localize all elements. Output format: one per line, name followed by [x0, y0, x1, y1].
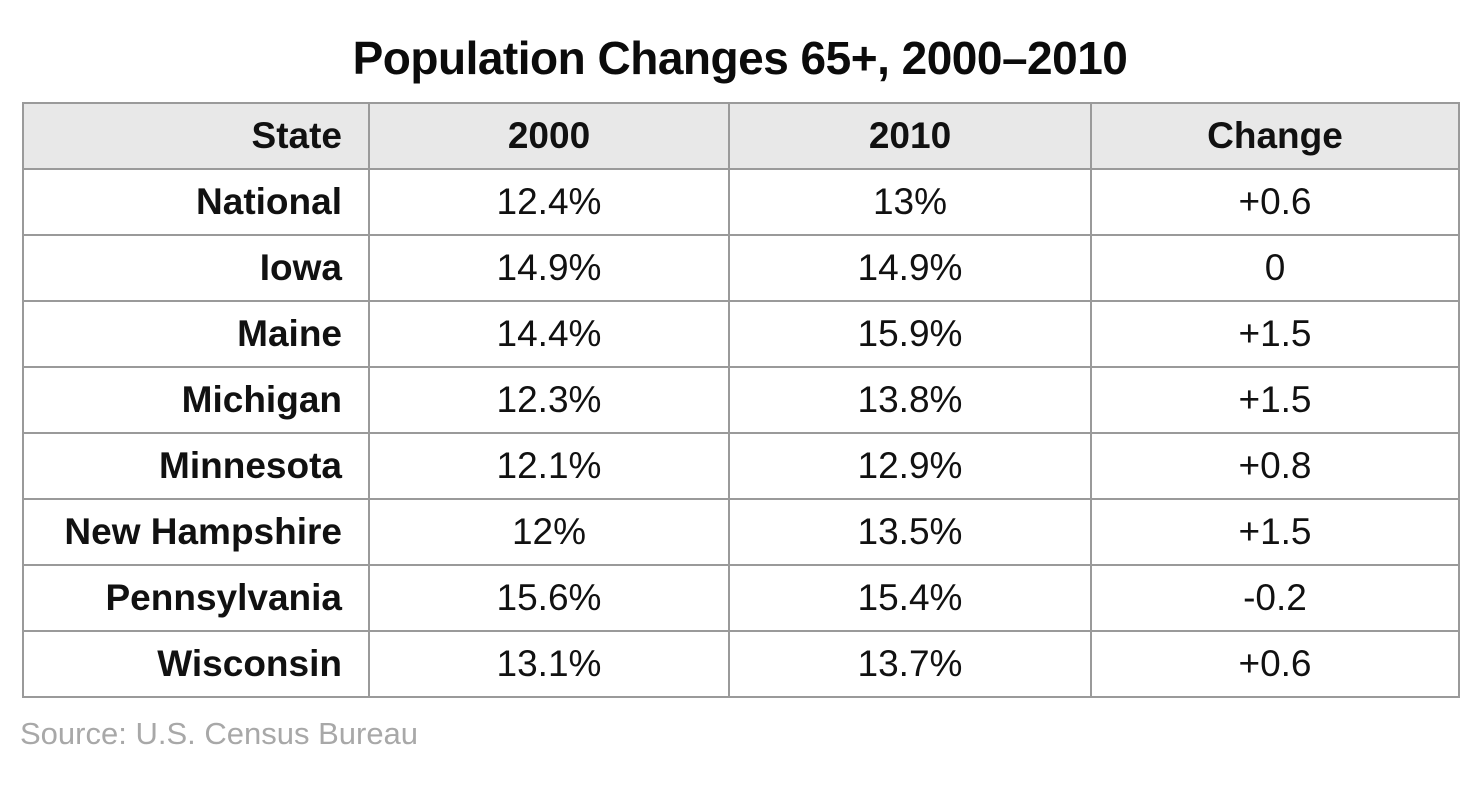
table-body: National 12.4% 13% +0.6 Iowa 14.9% 14.9% 0 Maine…	[22, 168, 1460, 698]
state-cell: Maine	[22, 300, 370, 368]
table-row: New Hampshire 12% 13.5% +1.5	[22, 498, 1460, 566]
value-cell: 14.4%	[368, 300, 730, 368]
value-cell: 12.4%	[368, 168, 730, 236]
table-row: Pennsylvania 15.6% 15.4% -0.2	[22, 564, 1460, 632]
column-header-change: Change	[1090, 102, 1460, 170]
value-cell: 13.5%	[728, 498, 1092, 566]
table-row: Wisconsin 13.1% 13.7% +0.6	[22, 630, 1460, 698]
source-note: Source: U.S. Census Bureau	[20, 716, 419, 751]
value-cell: +0.8	[1090, 432, 1460, 500]
value-cell: 15.4%	[728, 564, 1092, 632]
value-cell: 12.1%	[368, 432, 730, 500]
state-cell: National	[22, 168, 370, 236]
value-cell: 13%	[728, 168, 1092, 236]
chart-title: Population Changes 65+, 2000–2010	[352, 32, 1128, 84]
state-cell: Wisconsin	[22, 630, 370, 698]
table-header-row: State 2000 2010 Change	[22, 102, 1460, 170]
value-cell: 15.6%	[368, 564, 730, 632]
value-cell: 13.8%	[728, 366, 1092, 434]
column-header-2010: 2010	[728, 102, 1092, 170]
value-cell: 0	[1090, 234, 1460, 302]
value-cell: 13.1%	[368, 630, 730, 698]
value-cell: +0.6	[1090, 168, 1460, 236]
state-cell: New Hampshire	[22, 498, 370, 566]
value-cell: 15.9%	[728, 300, 1092, 368]
value-cell: +1.5	[1090, 366, 1460, 434]
value-cell: +1.5	[1090, 498, 1460, 566]
value-cell: 13.7%	[728, 630, 1092, 698]
value-cell: 14.9%	[728, 234, 1092, 302]
column-header-2000: 2000	[368, 102, 730, 170]
value-cell: 12%	[368, 498, 730, 566]
table-row: Minnesota 12.1% 12.9% +0.8	[22, 432, 1460, 500]
value-cell: 12.3%	[368, 366, 730, 434]
table-row: National 12.4% 13% +0.6	[22, 168, 1460, 236]
state-cell: Iowa	[22, 234, 370, 302]
table-row: Iowa 14.9% 14.9% 0	[22, 234, 1460, 302]
value-cell: 12.9%	[728, 432, 1092, 500]
value-cell: +1.5	[1090, 300, 1460, 368]
value-cell: -0.2	[1090, 564, 1460, 632]
state-cell: Pennsylvania	[22, 564, 370, 632]
column-header-state: State	[22, 102, 370, 170]
table-row: Maine 14.4% 15.9% +1.5	[22, 300, 1460, 368]
population-table: State 2000 2010 Change National 12.4% 13% +0.6…	[22, 102, 1460, 698]
value-cell: +0.6	[1090, 630, 1460, 698]
state-cell: Michigan	[22, 366, 370, 434]
value-cell: 14.9%	[368, 234, 730, 302]
table-row: Michigan 12.3% 13.8% +1.5	[22, 366, 1460, 434]
state-cell: Minnesota	[22, 432, 370, 500]
